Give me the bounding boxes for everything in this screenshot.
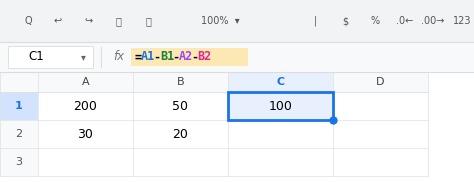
Text: =: =	[135, 50, 142, 64]
Bar	[133, 120, 228, 148]
Bar	[0, 42, 474, 72]
Bar	[228, 92, 333, 120]
Text: C: C	[276, 77, 284, 87]
Bar	[228, 148, 333, 176]
FancyBboxPatch shape	[0, 0, 474, 44]
Text: A1: A1	[141, 50, 155, 64]
Text: .0←: .0←	[396, 16, 414, 26]
Text: B1: B1	[160, 50, 174, 64]
Bar	[0, 148, 38, 176]
Text: 123: 123	[453, 16, 471, 26]
Text: 50: 50	[173, 100, 189, 112]
Text: ↩: ↩	[54, 16, 62, 26]
Bar	[38, 148, 133, 176]
Bar	[38, 92, 133, 120]
Text: fx: fx	[113, 50, 124, 64]
Text: ⬜: ⬜	[145, 16, 151, 26]
Text: 20: 20	[173, 128, 189, 141]
Text: 200: 200	[73, 100, 98, 112]
Text: 3: 3	[16, 157, 22, 167]
Text: D: D	[376, 77, 385, 87]
Bar	[0, 92, 38, 120]
Bar	[333, 120, 428, 148]
Bar	[333, 148, 428, 176]
Bar	[0, 72, 38, 92]
FancyBboxPatch shape	[131, 48, 248, 66]
Bar	[133, 148, 228, 176]
Text: A2: A2	[178, 50, 192, 64]
Bar	[8, 46, 93, 68]
Text: $: $	[342, 16, 348, 26]
Text: ▾: ▾	[81, 52, 85, 62]
Text: 2: 2	[16, 129, 23, 139]
Bar	[228, 120, 333, 148]
Bar	[0, 120, 38, 148]
Text: 1: 1	[15, 101, 23, 111]
Text: B2: B2	[197, 50, 211, 64]
Text: Q: Q	[24, 16, 32, 26]
Text: -: -	[154, 50, 161, 64]
Bar	[333, 72, 428, 92]
Text: ⎙: ⎙	[115, 16, 121, 26]
Text: %: %	[371, 16, 380, 26]
Text: -: -	[172, 50, 179, 64]
Text: |: |	[313, 16, 317, 26]
Text: 30: 30	[78, 128, 93, 141]
Text: .00→: .00→	[421, 16, 445, 26]
Bar	[38, 72, 133, 92]
Text: -: -	[191, 50, 198, 64]
Text: 100: 100	[269, 100, 292, 112]
Text: C1: C1	[28, 50, 44, 64]
Bar	[228, 92, 333, 120]
Bar	[133, 92, 228, 120]
Bar	[333, 92, 428, 120]
Text: ↪: ↪	[84, 16, 92, 26]
Bar	[228, 72, 333, 92]
Bar	[38, 120, 133, 148]
Text: A: A	[82, 77, 89, 87]
Text: 100%  ▾: 100% ▾	[201, 16, 239, 26]
Bar	[133, 72, 228, 92]
Text: B: B	[177, 77, 184, 87]
